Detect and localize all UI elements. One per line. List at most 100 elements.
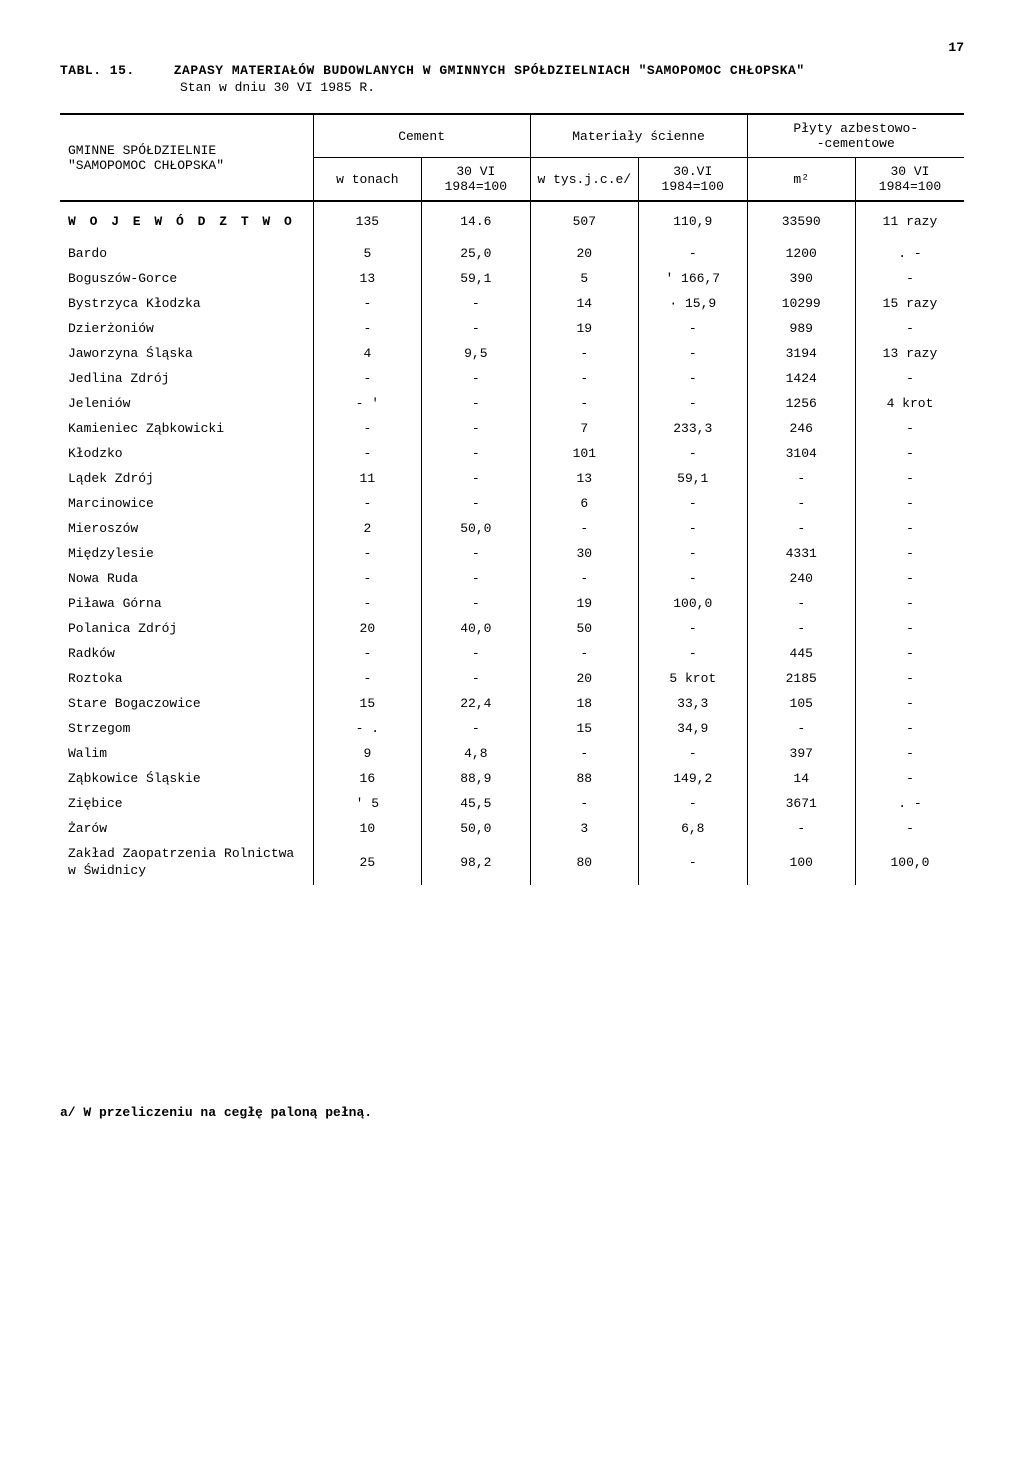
cell: 101 [530, 441, 638, 466]
cell: - [855, 816, 964, 841]
cell: - [422, 416, 530, 441]
cell: 25,0 [422, 241, 530, 266]
cell: - [422, 291, 530, 316]
cell: 4,8 [422, 741, 530, 766]
cell: - [530, 391, 638, 416]
cell: - [422, 491, 530, 516]
header-col0-line1: GMINNE SPÓŁDZIELNIE [68, 143, 307, 158]
cell: - [530, 341, 638, 366]
cell: 10299 [747, 291, 855, 316]
cell: 7 [530, 416, 638, 441]
header-sub-e: m² [747, 158, 855, 202]
cell: - [639, 491, 747, 516]
cell: 14 [530, 291, 638, 316]
cell: - [639, 241, 747, 266]
cell: 98,2 [422, 841, 530, 885]
cell: 20 [313, 616, 421, 641]
cell: 50 [530, 616, 638, 641]
cell: - [530, 641, 638, 666]
cell: 13 [313, 266, 421, 291]
cell: - [530, 741, 638, 766]
cell: - [422, 641, 530, 666]
row-label: Kamieniec Ząbkowicki [60, 416, 313, 441]
cell: - [313, 366, 421, 391]
cell: 15 [313, 691, 421, 716]
cell: 88 [530, 766, 638, 791]
table-row: Nowa Ruda----240- [60, 566, 964, 591]
row-label: Ziębice [60, 791, 313, 816]
cell: 19 [530, 316, 638, 341]
footnote: a/ W przeliczeniu na cegłę paloną pełną. [60, 1105, 964, 1120]
header-group1: Cement [313, 114, 530, 158]
header-group3: Płyty azbestowo- -cementowe [747, 114, 964, 158]
cell: 246 [747, 416, 855, 441]
header-col0: GMINNE SPÓŁDZIELNIE "SAMOPOMOC CHŁOPSKA" [60, 114, 313, 201]
title-block: TABL. 15. ZAPASY MATERIAŁÓW BUDOWLANYCH … [60, 63, 964, 95]
table-row: Ziębice' 545,5--3671. - [60, 791, 964, 816]
cell: 149,2 [639, 766, 747, 791]
row-label: Bystrzyca Kłodzka [60, 291, 313, 316]
cell: 2 [313, 516, 421, 541]
table-row: Kamieniec Ząbkowicki--7233,3246- [60, 416, 964, 441]
cell: 20 [530, 241, 638, 266]
cell: 445 [747, 641, 855, 666]
cell: 13 [530, 466, 638, 491]
row-label: Roztoka [60, 666, 313, 691]
cell: 5 [530, 266, 638, 291]
cell: 40,0 [422, 616, 530, 641]
cell: 45,5 [422, 791, 530, 816]
cell: 11 [313, 466, 421, 491]
cell: - [639, 391, 747, 416]
table-row: Żarów1050,036,8-- [60, 816, 964, 841]
table-row: Bystrzyca Kłodzka--14· 15,91029915 razy [60, 291, 964, 316]
cell: - [855, 591, 964, 616]
header-col0-line2: "SAMOPOMOC CHŁOPSKA" [68, 158, 307, 173]
cell: - [855, 441, 964, 466]
row-label: Walim [60, 741, 313, 766]
row-label: Lądek Zdrój [60, 466, 313, 491]
header-group2: Materiały ścienne [530, 114, 747, 158]
cell: 3671 [747, 791, 855, 816]
header-sub-b: 30 VI 1984=100 [422, 158, 530, 202]
table-row: Piława Górna--19100,0-- [60, 591, 964, 616]
cell: . - [855, 791, 964, 816]
cell: - [855, 416, 964, 441]
cell: 14 [747, 766, 855, 791]
page-title: ZAPASY MATERIAŁÓW BUDOWLANYCH W GMINNYCH… [174, 63, 805, 78]
row-label: Piława Górna [60, 591, 313, 616]
cell: - [422, 666, 530, 691]
data-table: GMINNE SPÓŁDZIELNIE "SAMOPOMOC CHŁOPSKA"… [60, 113, 964, 885]
cell: 80 [530, 841, 638, 885]
row-label: Polanica Zdrój [60, 616, 313, 641]
cell: 135 [313, 201, 421, 241]
cell: - [639, 641, 747, 666]
cell: 4 krot [855, 391, 964, 416]
table-row: Stare Bogaczowice1522,41833,3105- [60, 691, 964, 716]
cell: - [639, 841, 747, 885]
cell: 6 [530, 491, 638, 516]
cell: 20 [530, 666, 638, 691]
cell: 100,0 [855, 841, 964, 885]
cell: 18 [530, 691, 638, 716]
row-label: Międzylesie [60, 541, 313, 566]
table-label: TABL. 15. [60, 63, 135, 78]
cell: 16 [313, 766, 421, 791]
table-row: Dzierżoniów--19-989- [60, 316, 964, 341]
table-row: Marcinowice--6--- [60, 491, 964, 516]
table-row: Walim94,8--397- [60, 741, 964, 766]
cell: 11 razy [855, 201, 964, 241]
cell: 4331 [747, 541, 855, 566]
cell: 397 [747, 741, 855, 766]
cell: - [855, 691, 964, 716]
table-row: Boguszów-Gorce1359,15' 166,7390- [60, 266, 964, 291]
row-label: Mieroszów [60, 516, 313, 541]
cell: - [530, 516, 638, 541]
cell: 2185 [747, 666, 855, 691]
cell: - [855, 266, 964, 291]
cell: 59,1 [422, 266, 530, 291]
cell: 9 [313, 741, 421, 766]
cell: - [313, 641, 421, 666]
cell: - [422, 566, 530, 591]
cell: 9,5 [422, 341, 530, 366]
cell: 13 razy [855, 341, 964, 366]
